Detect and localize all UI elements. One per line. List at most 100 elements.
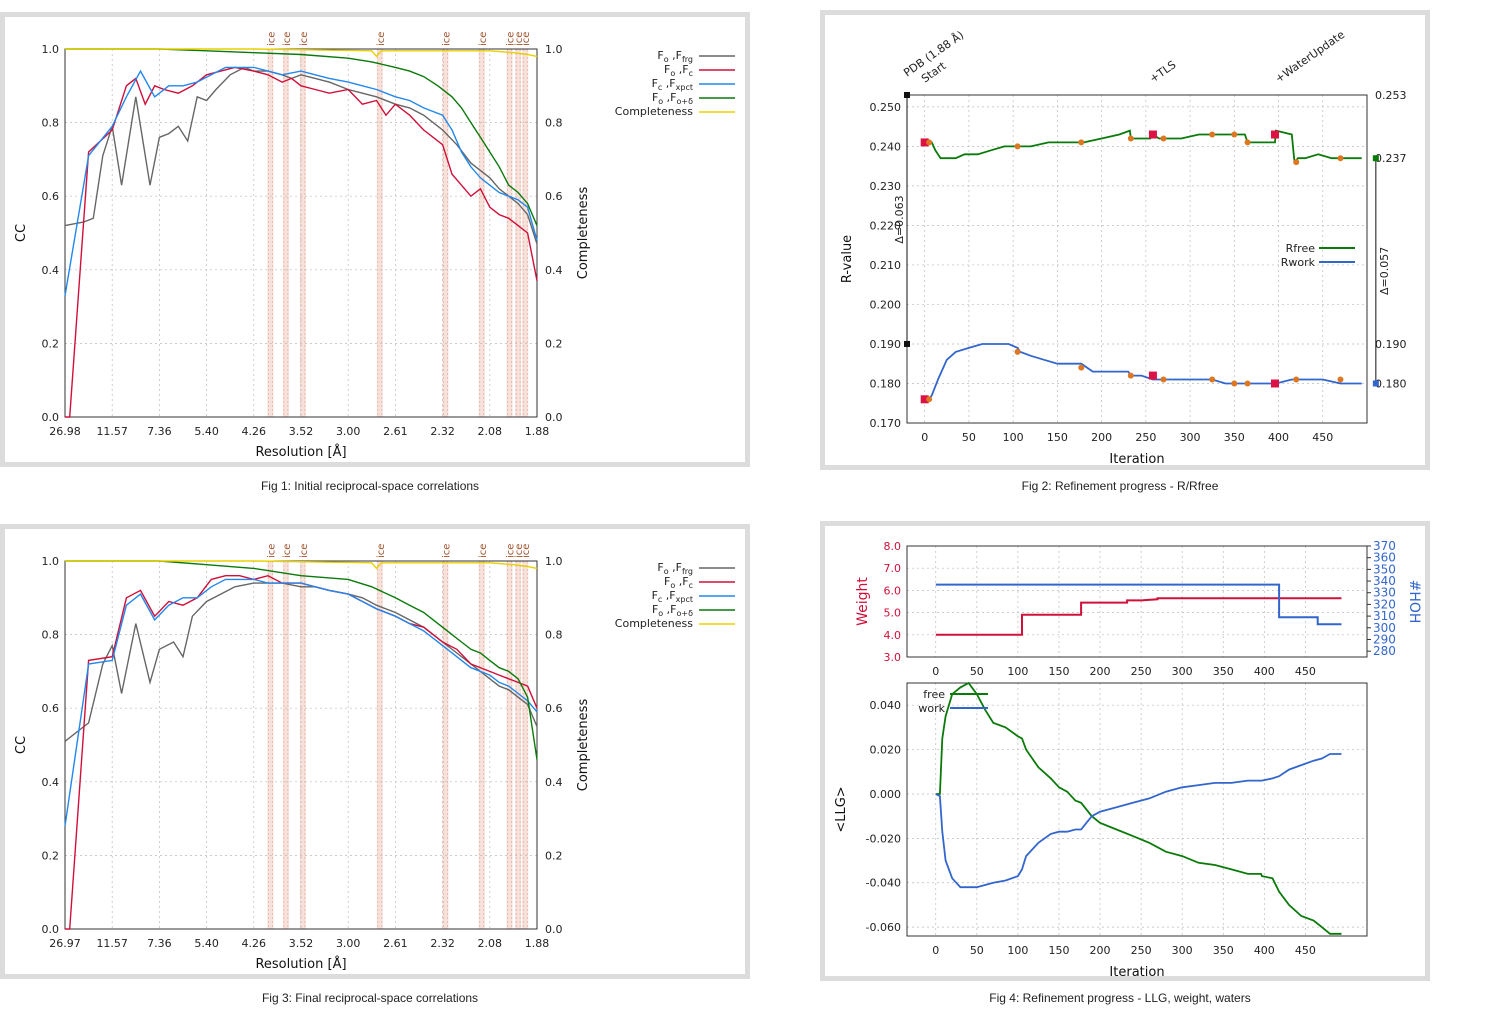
fig2-series-rwork xyxy=(924,343,1362,401)
fig4-top-xtick-label: 50 xyxy=(970,665,984,678)
fig1-ice-label: ice xyxy=(521,32,532,46)
fig3-y2tick-label: 0.4 xyxy=(545,776,563,789)
fig4-weight-tick-label: 7.0 xyxy=(884,562,902,575)
fig4-weight-tick-label: 8.0 xyxy=(884,540,902,553)
fig3-ice-label: ice xyxy=(266,544,277,558)
fig2-rwork-orange-marker xyxy=(1014,348,1021,355)
fig2-rfree-orange-marker xyxy=(1209,131,1216,138)
fig1-ice-label: ice xyxy=(514,32,525,46)
fig1-ytick-label: 1.0 xyxy=(42,43,60,56)
fig4-xtick-label: 200 xyxy=(1090,944,1111,957)
fig2-rwork-orange-marker xyxy=(1209,376,1216,383)
fig4-series-weight xyxy=(935,597,1342,636)
fig1-ytick-label: 0.4 xyxy=(42,264,60,277)
fig3-ice-band xyxy=(442,561,449,929)
fig1-series-fo-fc xyxy=(65,66,538,418)
fig4-llg-tick-label: -0.020 xyxy=(866,832,901,845)
fig2-ytick-label: 0.180 xyxy=(870,377,902,390)
fig4-hoh-tick-label: 350 xyxy=(1373,562,1396,576)
fig2-rwork-orange-marker xyxy=(1231,380,1238,387)
fig3-ice-band xyxy=(506,561,513,929)
fig1-xtick-label: 1.88 xyxy=(525,425,550,438)
fig1-xtick-label: 3.52 xyxy=(289,425,314,438)
fig2-chart: 0.170 0.180 0.190 0.200 0.210 0.220 0.230 0.240… xyxy=(840,28,1407,465)
fig4-top-xtick-label: 100 xyxy=(1007,665,1028,678)
fig2-rfree-orange-marker xyxy=(1078,139,1085,146)
fig3-legend-label: Completeness xyxy=(615,617,693,630)
fig1-series-fo-fo xyxy=(65,48,538,226)
fig1-y2tick-label: 0.6 xyxy=(545,190,563,203)
fig2-ytick-label: 0.210 xyxy=(870,259,902,272)
fig3-ice-label: ice xyxy=(282,544,293,558)
fig1-series-completeness xyxy=(65,48,538,58)
fig1-ytick-label: 0.6 xyxy=(42,190,60,203)
fig3-series-fc-fxpct xyxy=(64,578,538,827)
fig1-xtick-label: 5.40 xyxy=(194,425,219,438)
fig2-rwork-orange-marker xyxy=(1293,376,1300,383)
fig1-ytick-label: 0.2 xyxy=(42,337,60,350)
fig3-ice-label: ice xyxy=(441,544,452,558)
fig2-right-label: 0.237 xyxy=(1375,152,1407,165)
fig3-y2tick-label: 0.0 xyxy=(545,923,563,936)
fig1-ice-label: ice xyxy=(478,32,489,46)
fig4-weight-tick-label: 3.0 xyxy=(884,651,902,664)
fig3-legend-label: Fo ,Ffrg xyxy=(657,561,693,576)
fig3-series-fo-fo xyxy=(65,560,538,760)
fig4-hoh-tick-label: 300 xyxy=(1373,621,1396,635)
fig2-rfree-orange-marker xyxy=(1293,159,1300,166)
fig2-rfree-red-marker xyxy=(920,138,929,147)
fig3-ice-label: ice xyxy=(514,544,525,558)
fig4-xtick-label: 0 xyxy=(932,944,939,957)
fig2-delta-right: Δ=0.057 xyxy=(1378,247,1391,295)
fig3-legend-label: Fc ,Fxpct xyxy=(652,589,693,604)
fig2-ytick-label: 0.220 xyxy=(870,219,902,232)
fig3-ice-label: ice xyxy=(521,544,532,558)
fig3-xtick-label: 1.88 xyxy=(525,937,550,950)
fig2-legend-label: Rfree xyxy=(1286,242,1316,255)
fig2-right-label: 0.253 xyxy=(1375,89,1407,102)
fig1-legend-label: Fo ,Fc xyxy=(664,63,693,78)
fig4-top-xtick-label: 0 xyxy=(932,665,939,678)
fig2-xtick-label: 200 xyxy=(1091,431,1112,444)
fig4-top-xtick-label: 400 xyxy=(1254,665,1275,678)
fig2-rwork-red-marker xyxy=(1271,379,1279,388)
fig4-xtick-label: 450 xyxy=(1295,944,1316,957)
fig4-series-free xyxy=(935,681,1342,935)
fig2-caption: Fig 2: Refinement progress - R/Rfree xyxy=(1021,479,1219,493)
fig3-y2tick-label: 0.8 xyxy=(545,629,563,642)
fig1-y2label: Completeness xyxy=(576,187,591,280)
fig2-final-rfree-marker xyxy=(1372,155,1379,162)
fig1-ylabel: CC xyxy=(14,224,29,242)
fig2-ytick-label: 0.250 xyxy=(870,101,902,114)
fig1-ytick-label: 0.8 xyxy=(42,117,60,130)
fig3-ytick-label: 0.6 xyxy=(42,702,60,715)
fig2-delta-left: Δ=0.063 xyxy=(893,195,906,243)
fig4-top-xtick-label: 250 xyxy=(1131,665,1152,678)
fig3-xtick-label: 4.26 xyxy=(242,937,267,950)
fig3-ytick-label: 1.0 xyxy=(42,555,60,568)
fig2-right-label: 0.190 xyxy=(1375,338,1407,351)
fig1-xtick-label: 2.32 xyxy=(430,425,455,438)
fig4-bottom-frame xyxy=(906,682,1368,937)
fig2-xtick-label: 100 xyxy=(1003,431,1024,444)
fig1-xtick-label: 2.08 xyxy=(478,425,503,438)
fig4-top-xtick-label: 150 xyxy=(1048,665,1069,678)
fig2-xtick-label: 150 xyxy=(1047,431,1068,444)
fig4-xtick-label: 300 xyxy=(1172,944,1193,957)
fig2-panel: 0.170 0.180 0.190 0.200 0.210 0.220 0.230 0.240… xyxy=(820,10,1430,470)
fig2-pdb-rfree-marker xyxy=(904,92,910,98)
fig3-ice-band xyxy=(282,561,289,929)
fig3-y2tick-label: 0.2 xyxy=(545,849,563,862)
fig4-top-xtick-label: 200 xyxy=(1090,665,1111,678)
fig1-xtick-label: 26.98 xyxy=(49,425,81,438)
fig4-hoh-label: #HOH xyxy=(1406,580,1422,624)
fig2-rwork-red-marker xyxy=(1148,371,1157,380)
fig2-xtick-label: 0 xyxy=(921,431,928,444)
fig1-ice-band xyxy=(442,49,449,417)
fig1-legend-label: Fc ,Fxpct xyxy=(652,77,693,92)
fig2-right-label: 0.180 xyxy=(1375,377,1407,390)
fig2-legend-label: Rwork xyxy=(1281,256,1316,269)
fig1-y2tick-label: 1.0 xyxy=(545,43,563,56)
fig4-top-frame xyxy=(906,545,1368,658)
fig3-ice-label: ice xyxy=(299,544,310,558)
